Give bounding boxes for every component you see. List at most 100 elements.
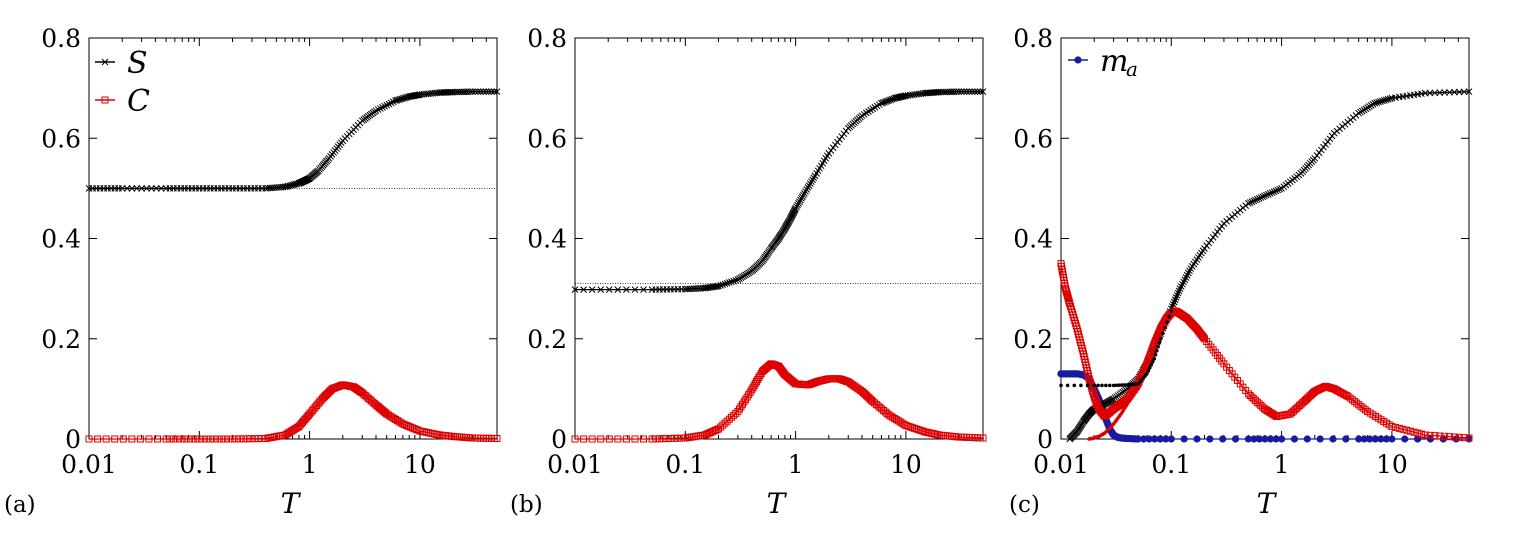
panel-label: (c) xyxy=(1009,492,1040,518)
x-axis-title: T xyxy=(767,487,788,520)
data-point xyxy=(490,88,498,95)
data-point xyxy=(1388,422,1396,430)
y-tick-label: 0.6 xyxy=(41,124,81,153)
data-point xyxy=(727,413,735,421)
data-point xyxy=(372,107,380,115)
data-point xyxy=(1377,98,1384,105)
data-point xyxy=(808,178,815,186)
data-point xyxy=(605,286,613,293)
legend-label: m xyxy=(1100,44,1128,79)
data-point xyxy=(723,279,731,287)
data-point xyxy=(1180,435,1188,443)
data-point xyxy=(1451,88,1458,96)
data-point xyxy=(1450,433,1458,441)
data-point xyxy=(251,435,259,443)
data-point xyxy=(891,414,899,422)
data-point xyxy=(1377,435,1385,443)
data-point xyxy=(1371,99,1379,107)
data-point xyxy=(887,412,895,420)
data-point xyxy=(493,434,501,442)
data-point xyxy=(1274,186,1282,194)
dotted-point xyxy=(1152,346,1157,351)
data-point xyxy=(648,435,656,443)
dotted-point xyxy=(1149,363,1154,367)
data-point xyxy=(152,185,160,192)
data-point xyxy=(136,435,144,443)
data-point xyxy=(1261,435,1269,443)
data-point xyxy=(1151,435,1159,443)
data-point xyxy=(119,435,127,443)
data-point xyxy=(493,88,501,95)
dotted-point xyxy=(1150,350,1155,355)
data-point xyxy=(1290,435,1299,443)
dotted-point xyxy=(1169,309,1174,313)
data-point xyxy=(383,101,391,109)
data-point xyxy=(1360,435,1368,443)
data-point xyxy=(1316,435,1324,443)
data-point xyxy=(674,434,682,442)
data-point xyxy=(1355,435,1363,443)
data-point xyxy=(254,435,262,443)
dotted-point xyxy=(1146,363,1151,367)
data-point xyxy=(963,88,971,95)
dotted-point xyxy=(1156,344,1160,349)
data-point xyxy=(1173,291,1181,299)
dotted-point xyxy=(1174,310,1178,315)
data-point xyxy=(1255,435,1264,443)
data-point xyxy=(789,378,797,386)
data-point xyxy=(1246,199,1254,206)
data-point xyxy=(732,276,740,284)
series-C xyxy=(85,381,501,443)
dotted-point xyxy=(1107,383,1112,388)
x-tick-label: 0.01 xyxy=(1033,450,1089,479)
data-point xyxy=(374,106,382,113)
x-tick-label: 0.01 xyxy=(61,450,117,479)
dotted-point xyxy=(1134,390,1138,394)
data-point xyxy=(1329,435,1337,443)
data-point xyxy=(960,88,968,95)
panel-label: (a) xyxy=(4,492,36,518)
data-point xyxy=(885,411,893,419)
data-point xyxy=(730,411,738,419)
dotted-point xyxy=(1092,383,1097,388)
data-point xyxy=(715,282,722,290)
data-point xyxy=(1382,96,1390,104)
legend-entry: S xyxy=(95,46,148,81)
data-point xyxy=(631,286,639,293)
data-point xyxy=(588,435,596,443)
data-point xyxy=(1253,195,1261,203)
data-point xyxy=(1403,426,1411,434)
legend-marker xyxy=(1074,56,1082,64)
data-point xyxy=(1276,185,1284,193)
y-tick-label: 0.4 xyxy=(1013,225,1053,254)
x-tick-label: 0.1 xyxy=(179,450,219,479)
data-point xyxy=(725,415,733,423)
data-point xyxy=(1089,388,1097,396)
data-point xyxy=(480,88,487,95)
y-tick-label: 0.8 xyxy=(527,24,567,53)
data-point xyxy=(1206,435,1214,443)
data-point xyxy=(1426,431,1434,439)
data-point xyxy=(1231,435,1240,443)
y-tick-label: 0.4 xyxy=(527,225,567,254)
data-point xyxy=(588,286,596,293)
data-point xyxy=(485,88,493,95)
dotted-point xyxy=(1167,314,1171,319)
data-point xyxy=(1421,431,1429,439)
data-point xyxy=(955,88,962,95)
data-point xyxy=(640,286,647,293)
series-ref-0 xyxy=(571,88,987,293)
dotted-point xyxy=(1154,348,1159,353)
data-point xyxy=(381,102,388,110)
data-point xyxy=(889,413,897,421)
x-tick-label: 1 xyxy=(302,450,318,479)
data-point xyxy=(1375,98,1382,106)
data-point xyxy=(1414,429,1422,437)
data-point xyxy=(1272,187,1280,195)
data-point xyxy=(192,435,200,443)
data-point xyxy=(385,100,393,108)
x-tick-label: 0.01 xyxy=(547,450,603,479)
data-point xyxy=(1245,200,1252,207)
data-point xyxy=(214,435,222,443)
dotted-point xyxy=(1127,399,1132,403)
